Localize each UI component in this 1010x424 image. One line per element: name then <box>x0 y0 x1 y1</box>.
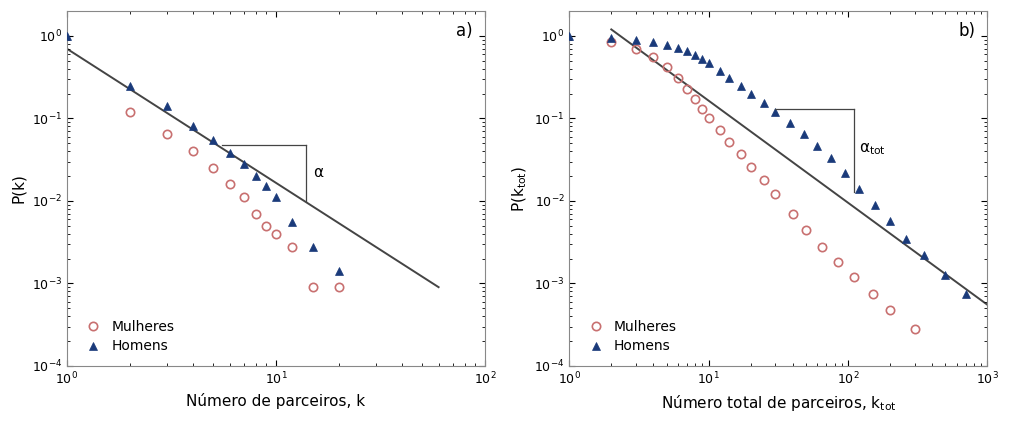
Mulheres <box>847 274 860 279</box>
Homens <box>696 56 708 61</box>
Homens <box>839 170 851 175</box>
Y-axis label: P(k$_\mathrm{tot}$): P(k$_\mathrm{tot}$) <box>510 165 528 212</box>
Mulheres <box>787 211 799 216</box>
Homens <box>223 151 235 156</box>
Homens <box>661 42 673 47</box>
Mulheres <box>744 164 756 169</box>
Homens <box>630 37 642 42</box>
Homens <box>564 33 576 39</box>
Mulheres <box>332 285 344 290</box>
Homens <box>207 137 219 142</box>
Mulheres <box>681 86 693 91</box>
Homens <box>124 83 136 88</box>
Mulheres <box>696 106 708 112</box>
Mulheres <box>237 195 249 200</box>
Mulheres <box>867 291 879 296</box>
Text: α: α <box>313 165 323 180</box>
Homens <box>869 202 881 207</box>
Homens <box>605 35 617 40</box>
Text: a): a) <box>456 22 473 40</box>
X-axis label: Número de parceiros, k: Número de parceiros, k <box>187 393 366 409</box>
Homens <box>811 144 823 149</box>
Legend: Mulheres, Homens: Mulheres, Homens <box>74 314 180 359</box>
Mulheres <box>689 97 701 102</box>
Mulheres <box>249 211 262 216</box>
Mulheres <box>800 227 812 232</box>
Homens <box>770 109 782 114</box>
Homens <box>61 33 73 39</box>
Homens <box>681 49 693 54</box>
Homens <box>734 84 746 89</box>
Homens <box>939 273 951 278</box>
Homens <box>918 253 930 258</box>
Mulheres <box>723 139 735 145</box>
Mulheres <box>207 165 219 170</box>
Mulheres <box>661 64 673 70</box>
Homens <box>270 195 282 200</box>
Homens <box>824 156 836 161</box>
Mulheres <box>816 244 828 249</box>
Homens <box>744 91 756 96</box>
Homens <box>161 104 173 109</box>
Legend: Mulheres, Homens: Mulheres, Homens <box>577 314 683 359</box>
Homens <box>237 162 249 167</box>
Homens <box>759 100 771 105</box>
Mulheres <box>161 131 173 137</box>
Mulheres <box>714 128 726 133</box>
Homens <box>798 131 810 137</box>
Homens <box>332 269 344 274</box>
Mulheres <box>605 39 617 44</box>
X-axis label: Número total de parceiros, k$_\mathrm{tot}$: Número total de parceiros, k$_\mathrm{to… <box>661 393 896 413</box>
Homens <box>249 173 262 179</box>
Text: b): b) <box>958 22 976 40</box>
Homens <box>689 52 701 57</box>
Line: Homens: Homens <box>566 32 970 298</box>
Line: Mulheres: Mulheres <box>607 38 919 333</box>
Mulheres <box>187 149 199 154</box>
Y-axis label: P(k): P(k) <box>11 173 26 204</box>
Mulheres <box>909 326 921 332</box>
Mulheres <box>703 116 715 121</box>
Mulheres <box>124 109 136 114</box>
Homens <box>853 186 866 191</box>
Homens <box>884 218 896 223</box>
Homens <box>187 124 199 129</box>
Homens <box>723 75 735 81</box>
Mulheres <box>223 181 235 187</box>
Homens <box>900 236 912 241</box>
Text: α$_\mathrm{tot}$: α$_\mathrm{tot}$ <box>860 142 886 157</box>
Mulheres <box>270 231 282 236</box>
Homens <box>287 220 299 225</box>
Homens <box>307 244 319 249</box>
Mulheres <box>672 75 684 81</box>
Homens <box>261 184 273 189</box>
Homens <box>647 39 660 45</box>
Mulheres <box>647 55 660 60</box>
Homens <box>784 120 796 126</box>
Homens <box>960 291 972 296</box>
Homens <box>714 68 726 73</box>
Mulheres <box>759 177 771 182</box>
Mulheres <box>734 151 746 156</box>
Mulheres <box>287 244 299 249</box>
Homens <box>703 61 715 66</box>
Mulheres <box>630 46 642 51</box>
Line: Mulheres: Mulheres <box>125 108 343 291</box>
Mulheres <box>261 223 273 228</box>
Line: Homens: Homens <box>63 32 343 276</box>
Mulheres <box>832 260 844 265</box>
Mulheres <box>770 192 782 197</box>
Homens <box>672 46 684 51</box>
Mulheres <box>307 285 319 290</box>
Mulheres <box>884 307 896 312</box>
